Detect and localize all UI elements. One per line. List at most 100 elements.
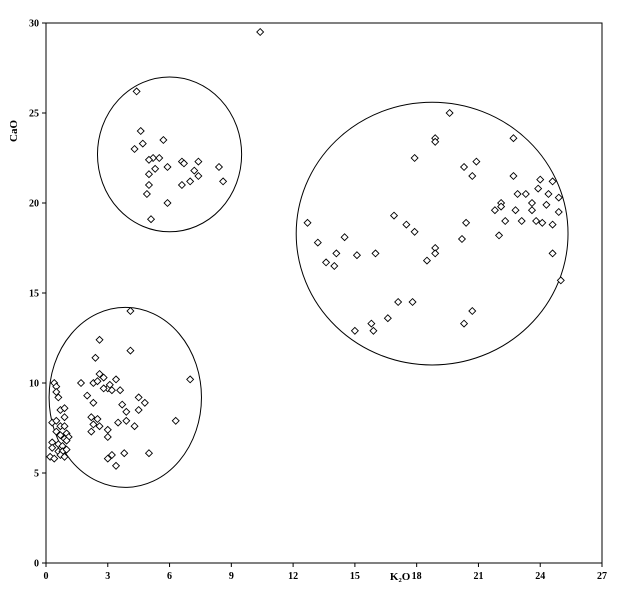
data-point [352, 251, 361, 260]
data-point [513, 189, 522, 199]
cluster-ellipse [295, 101, 569, 366]
data-point [52, 427, 61, 436]
plot-area: 0 3 6 9 12 15 18 21 24 27 0 5 10 15 20 25 30 [29, 19, 607, 583]
data-point [194, 157, 203, 166]
data-point [538, 218, 547, 227]
data-point [132, 87, 141, 96]
data-point [54, 393, 63, 402]
data-point [52, 387, 61, 397]
data-point [62, 436, 71, 445]
data-point [144, 180, 153, 190]
data-point [120, 449, 129, 458]
y-tick-label: 15 [29, 289, 39, 300]
x-tick-label: 21 [473, 571, 483, 582]
data-point [350, 326, 359, 335]
plot-frame [45, 22, 603, 564]
data-point [186, 177, 195, 186]
data-point [142, 189, 151, 199]
data-point [527, 198, 537, 208]
data-point [371, 249, 380, 258]
data-point [422, 256, 431, 265]
data-point [134, 405, 143, 415]
data-point [548, 177, 557, 186]
data-point [501, 216, 510, 226]
data-point [468, 171, 477, 181]
data-point [50, 454, 59, 463]
data-point [136, 126, 145, 136]
data-point [459, 319, 469, 328]
data-point [367, 319, 376, 328]
data-point [146, 215, 156, 224]
x-tick-label: 24 [535, 571, 545, 582]
data-point [52, 416, 61, 425]
data-point [190, 166, 199, 175]
x-tick-label: 3 [105, 571, 110, 582]
x-tick-label: 15 [350, 571, 360, 582]
y-tick-label: 0 [34, 559, 39, 570]
cluster-ellipses [48, 76, 569, 488]
data-point [140, 398, 149, 407]
data-point [76, 378, 86, 388]
data-point [527, 206, 537, 215]
data-point [151, 164, 160, 173]
data-point [462, 218, 471, 227]
data-point [468, 306, 477, 316]
data-point [431, 137, 440, 146]
data-point [332, 249, 341, 258]
data-point [126, 346, 135, 355]
data-point [138, 139, 147, 148]
data-point [149, 153, 158, 163]
data-point [472, 157, 481, 166]
data-point [60, 452, 69, 461]
x-tick-label: 12 [288, 571, 298, 582]
data-point [313, 238, 322, 247]
y-tick-label: 20 [29, 199, 39, 210]
data-point [495, 231, 504, 240]
data-point [369, 326, 378, 335]
data-point [111, 461, 121, 470]
y-axis-label: CaO [8, 120, 20, 142]
data-point [111, 375, 121, 384]
data-point [410, 153, 419, 163]
x-tick-label: 0 [44, 571, 49, 582]
x-tick-label: 6 [167, 571, 172, 582]
data-point [532, 216, 541, 226]
data-point [548, 220, 557, 229]
data-point [116, 386, 125, 395]
data-point [118, 400, 127, 409]
data-point [122, 407, 131, 416]
y-tick-label: 10 [29, 379, 39, 390]
data-point [89, 420, 98, 429]
data-point [107, 386, 116, 395]
data-point [517, 216, 526, 226]
data-point [322, 258, 331, 267]
data-point [95, 369, 104, 379]
data-point [105, 380, 114, 389]
data-point [103, 454, 112, 463]
data-point [256, 27, 265, 37]
data-point [155, 153, 164, 163]
data-point [60, 413, 69, 422]
data-point [114, 418, 123, 427]
data-point [130, 422, 139, 431]
data-point [103, 425, 112, 434]
data-point [410, 227, 419, 236]
data-point [60, 422, 69, 431]
data-point [509, 134, 518, 143]
data-point [554, 207, 563, 217]
data-point [303, 218, 312, 227]
data-point [144, 155, 153, 164]
y-tick-label: 30 [29, 19, 39, 30]
data-point [408, 297, 417, 307]
data-point [99, 384, 108, 393]
data-point [103, 432, 112, 442]
data-points [46, 27, 565, 470]
data-point [490, 206, 499, 215]
data-point [163, 198, 172, 208]
data-point [95, 422, 104, 431]
data-point [511, 206, 520, 215]
x-tick-label: 9 [229, 571, 234, 582]
data-point [87, 427, 96, 436]
data-point [144, 449, 153, 458]
